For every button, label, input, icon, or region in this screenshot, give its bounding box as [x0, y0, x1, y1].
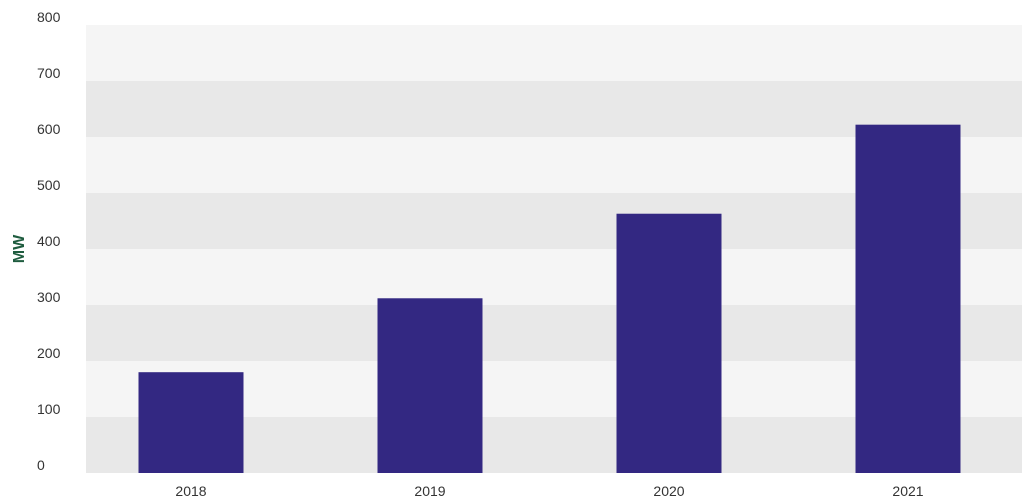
x-tick-label: 2020: [653, 483, 684, 499]
y-axis-ticks: 0 100 200 300 400 500 600 700 800: [37, 9, 61, 473]
y-tick-label: 700: [37, 65, 61, 81]
x-axis-ticks: 2018 2019 2020 2021: [175, 483, 923, 499]
y-tick-label: 300: [37, 289, 61, 305]
bar-2019: [377, 298, 483, 473]
y-axis-label: MW: [11, 234, 28, 263]
bar-2021: [855, 124, 961, 474]
y-tick-label: 800: [37, 9, 61, 25]
x-tick-label: 2021: [892, 483, 923, 499]
grid-band: [86, 25, 1022, 81]
y-tick-label: 600: [37, 121, 61, 137]
x-tick-label: 2018: [175, 483, 206, 499]
x-tick-label: 2019: [414, 483, 445, 499]
y-tick-label: 100: [37, 401, 61, 417]
y-tick-label: 0: [37, 457, 45, 473]
y-tick-label: 400: [37, 233, 61, 249]
y-tick-label: 200: [37, 345, 61, 361]
bar-2020: [616, 213, 722, 473]
y-tick-label: 500: [37, 177, 61, 193]
bars: [138, 124, 961, 474]
bar-2018: [138, 372, 244, 473]
